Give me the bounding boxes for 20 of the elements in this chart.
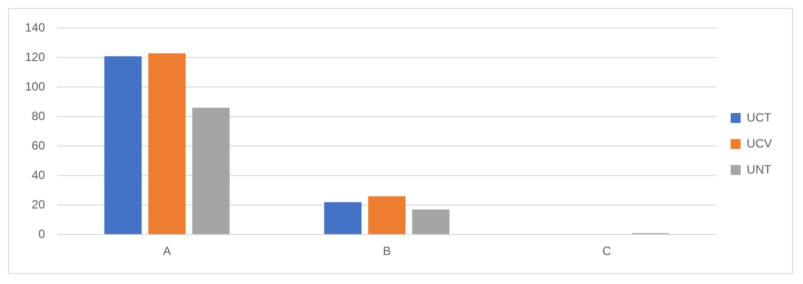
y-tick-label: 60 <box>32 138 46 152</box>
bar <box>104 56 142 234</box>
x-tick-label: C <box>602 244 612 258</box>
x-tick-label: B <box>382 244 391 258</box>
y-tick-label: 40 <box>32 168 46 182</box>
y-tick-label: 100 <box>24 79 46 94</box>
bar <box>324 202 362 234</box>
y-tick-label: 120 <box>24 50 46 64</box>
legend-label: UCT <box>746 110 772 124</box>
x-tick-label: A <box>162 244 171 258</box>
bar <box>148 53 186 234</box>
bar <box>412 210 450 234</box>
bar <box>368 196 406 234</box>
bar <box>192 108 230 234</box>
legend-label: UCV <box>746 136 772 150</box>
y-tick-label: 80 <box>32 108 46 123</box>
legend-label: UNT <box>746 162 772 176</box>
y-tick-label: 20 <box>32 197 46 212</box>
y-tick-label: 0 <box>38 226 46 241</box>
y-tick-label: 140 <box>24 20 46 35</box>
